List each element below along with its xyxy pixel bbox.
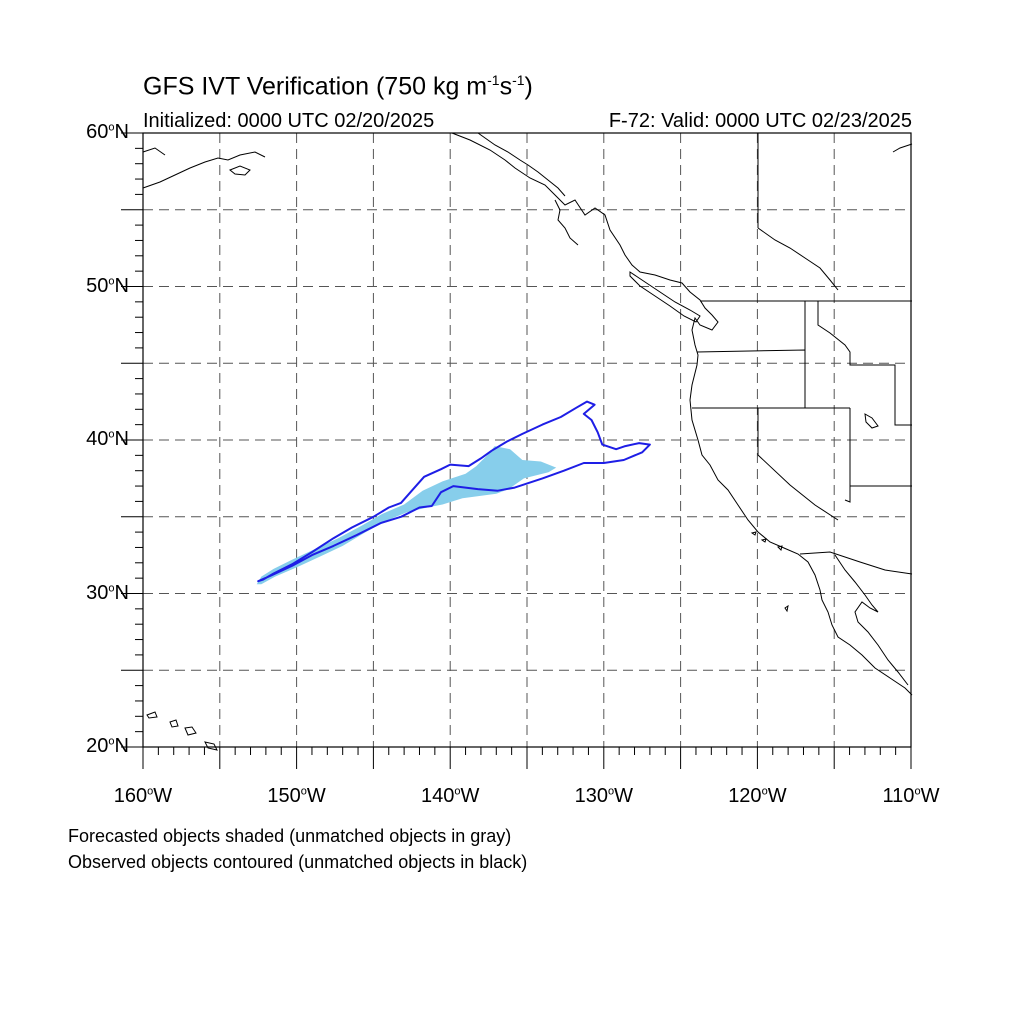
lat-label: 50oN — [86, 274, 129, 297]
ivt-objects — [256, 400, 651, 585]
coastline-alaska-panhandle — [477, 132, 579, 246]
coastline-vancouver-island — [629, 271, 701, 323]
lat-label: 30oN — [86, 581, 129, 604]
lon-label: 140oW — [420, 785, 480, 807]
lon-label: 160oW — [113, 785, 173, 807]
lon-label: 150oW — [267, 785, 326, 807]
legend-note-forecast: Forecasted objects shaded (unmatched obj… — [68, 826, 512, 846]
coastline-alaska-peninsula — [142, 147, 266, 189]
initialized-label: Initialized: 0000 UTC 02/20/2025 — [143, 110, 435, 132]
graticule — [143, 133, 911, 747]
border-id-mt — [817, 301, 912, 426]
lon-label: 110oW — [882, 785, 940, 807]
border-nv-az — [844, 408, 912, 503]
coastline-small-islands — [750, 413, 879, 613]
coastline-hawaii — [146, 711, 218, 751]
observed-object-contour — [257, 400, 651, 583]
lat-label: 60oN — [86, 121, 129, 143]
coastline-northeast — [757, 143, 913, 291]
coastline-west-north-america — [451, 132, 913, 696]
legend-note-observed: Observed objects contoured (unmatched ob… — [68, 852, 528, 872]
border-ca-nv-diagonal — [757, 408, 839, 521]
chart-title: GFS IVT Verification (750 kg m-1s-1) — [143, 72, 533, 101]
valid-time-label: F-72: Valid: 0000 UTC 02/23/2025 — [608, 110, 912, 132]
coastline-baja — [834, 554, 909, 686]
forecast-object-shaded — [256, 446, 557, 585]
map-frame — [121, 132, 912, 769]
lon-label: 120oW — [728, 785, 787, 807]
lon-label: 130oW — [574, 785, 633, 807]
lat-label: 20oN — [86, 735, 129, 757]
border-wa-or — [696, 349, 806, 408]
lat-label: 40oN — [86, 428, 129, 450]
border-us-mexico — [799, 551, 913, 575]
political-borders — [692, 133, 913, 575]
coastlines — [142, 132, 913, 751]
